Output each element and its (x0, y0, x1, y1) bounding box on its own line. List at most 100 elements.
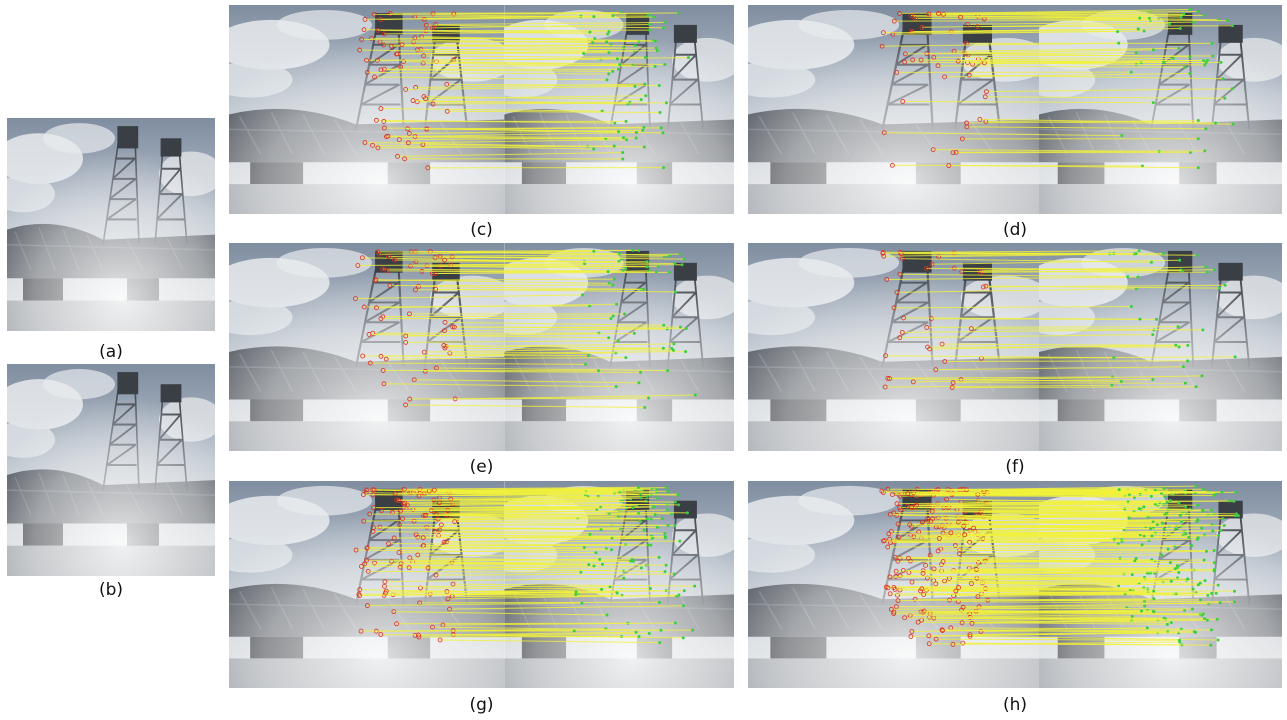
keypoint (594, 551, 597, 554)
match-line (383, 316, 613, 317)
keypoint (639, 371, 642, 374)
keypoint (1181, 269, 1184, 272)
keypoint (621, 157, 624, 160)
keypoint (1201, 509, 1204, 512)
keypoint (666, 490, 669, 493)
keypoint (1203, 559, 1206, 562)
keypoint (613, 122, 616, 125)
keypoint (640, 98, 643, 101)
keypoint (606, 33, 609, 36)
keypoint (682, 604, 685, 607)
keypoint (646, 265, 649, 268)
keypoint (644, 94, 647, 97)
keypoint (674, 290, 677, 293)
keypoint (1223, 97, 1226, 100)
keypoint (635, 131, 638, 134)
keypoint (1197, 119, 1200, 122)
keypoint (648, 632, 651, 635)
photo-left (726, 5, 1051, 214)
keypoint (1116, 30, 1119, 33)
keypoint (575, 590, 578, 593)
keypoint (611, 14, 614, 17)
panels: (a)(b)(c)(d)(e)(f)(g)(h) (0, 5, 1287, 715)
image-panel: (b) (0, 364, 223, 600)
keypoint (1110, 384, 1113, 387)
keypoint (621, 151, 624, 154)
keypoint (662, 26, 665, 29)
keypoint (584, 363, 587, 366)
keypoint (682, 636, 685, 639)
keypoint (613, 144, 616, 147)
keypoint (1166, 623, 1169, 626)
keypoint (1174, 344, 1177, 347)
keypoint (583, 546, 586, 549)
image-panel: (f) (726, 243, 1287, 477)
keypoint (1138, 17, 1141, 20)
keypoint (1143, 605, 1146, 608)
keypoint (641, 129, 644, 132)
keypoint (658, 601, 661, 604)
keypoint (582, 52, 585, 55)
keypoint (663, 63, 666, 66)
keypoint (1184, 382, 1187, 385)
keypoint (677, 503, 680, 506)
keypoint (647, 397, 650, 400)
keypoint (1188, 8, 1191, 11)
keypoint (1177, 325, 1180, 328)
keypoint (1162, 252, 1165, 255)
keypoint (1206, 619, 1209, 622)
keypoint (1195, 385, 1198, 388)
keypoint (624, 267, 627, 270)
keypoint (1213, 494, 1216, 497)
keypoint (1163, 495, 1166, 498)
photo-right (1020, 5, 1287, 214)
keypoint (1226, 19, 1229, 22)
match-line (419, 637, 639, 638)
keypoint (691, 629, 694, 632)
keypoint (1202, 613, 1205, 616)
keypoint (617, 339, 620, 342)
keypoint (1220, 61, 1223, 64)
keypoint (592, 147, 595, 150)
keypoint (1197, 583, 1200, 586)
keypoint (1146, 626, 1149, 629)
keypoint (635, 137, 638, 140)
keypoint (652, 16, 655, 19)
keypoint (1140, 609, 1143, 612)
keypoint (1203, 64, 1206, 67)
keypoint (1135, 52, 1138, 55)
keypoint (649, 587, 652, 590)
keypoint (676, 494, 679, 497)
keypoint (1142, 505, 1145, 508)
keypoint (1184, 532, 1187, 535)
keypoint (587, 563, 590, 566)
keypoint (1136, 275, 1139, 278)
keypoint (598, 558, 601, 561)
keypoint (1219, 601, 1222, 604)
keypoint (1196, 10, 1199, 13)
keypoint (1178, 501, 1181, 504)
keypoint (631, 249, 634, 252)
keypoint (607, 270, 610, 273)
keypoint (574, 593, 577, 596)
keypoint (1152, 610, 1155, 613)
keypoint (649, 544, 652, 547)
keypoint (665, 486, 668, 489)
keypoint (1186, 359, 1189, 362)
keypoint (1138, 249, 1141, 252)
keypoint (622, 577, 625, 580)
keypoint (1169, 561, 1172, 564)
keypoint (659, 629, 662, 632)
caption: (c) (470, 220, 493, 240)
keypoint (678, 540, 681, 543)
keypoint (679, 326, 682, 329)
keypoint (673, 573, 676, 576)
keypoint (1149, 527, 1152, 530)
keypoint (1192, 588, 1195, 591)
keypoint (1233, 600, 1236, 603)
keypoint (1179, 514, 1182, 517)
keypoint (579, 571, 582, 574)
image-panel: (a) (0, 118, 223, 362)
keypoint (660, 126, 663, 129)
keypoint (607, 51, 610, 54)
